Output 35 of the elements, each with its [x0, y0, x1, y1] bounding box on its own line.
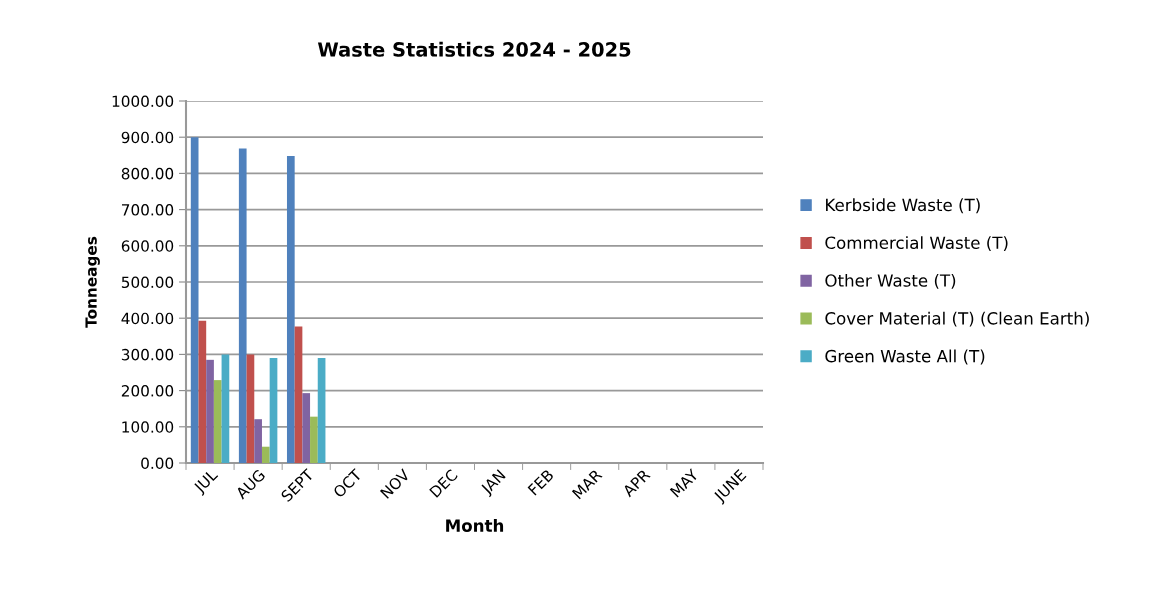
bar	[190, 137, 199, 463]
legend-label: Kerbside Waste (T)	[826, 198, 980, 214]
bar	[221, 354, 230, 463]
bar	[213, 380, 222, 463]
y-tick-label: 300.00	[121, 348, 174, 361]
legend-label: Cover Material (T) (Clean Earth)	[825, 311, 1089, 327]
legend-label: Commercial Waste (T)	[825, 236, 1008, 251]
x-axis-title: Month	[446, 519, 504, 532]
bar	[317, 358, 326, 463]
y-tick-label: 1000.00	[112, 95, 174, 108]
y-tick-label: 100.00	[122, 421, 174, 433]
bar	[286, 156, 295, 463]
y-tick-label: 900.00	[121, 131, 174, 144]
bar	[261, 446, 270, 463]
bar	[302, 393, 311, 463]
bar	[269, 358, 278, 463]
bar	[246, 354, 255, 463]
bar	[254, 419, 262, 463]
legend-label: Green Waste All (T)	[825, 349, 985, 365]
chart-title: Waste Statistics 2024 - 2025	[317, 41, 631, 57]
y-axis-title: Tonneages	[85, 236, 100, 328]
bar	[310, 416, 318, 463]
y-tick-label: 800.00	[121, 167, 174, 180]
bar	[238, 148, 247, 463]
y-tick-label: 400.00	[121, 312, 174, 325]
y-tick-label: 600.00	[121, 240, 174, 252]
y-tick-label: 500.00	[121, 276, 174, 289]
legend-label: Other Waste (T)	[825, 273, 956, 289]
bar	[206, 359, 214, 463]
y-tick-label: 0.00	[141, 457, 174, 470]
x-tick-label: JUL	[192, 468, 221, 496]
bar	[198, 320, 207, 463]
bar	[294, 326, 303, 463]
y-tick-label: 700.00	[121, 204, 174, 216]
y-tick-label: 200.00	[121, 385, 174, 397]
